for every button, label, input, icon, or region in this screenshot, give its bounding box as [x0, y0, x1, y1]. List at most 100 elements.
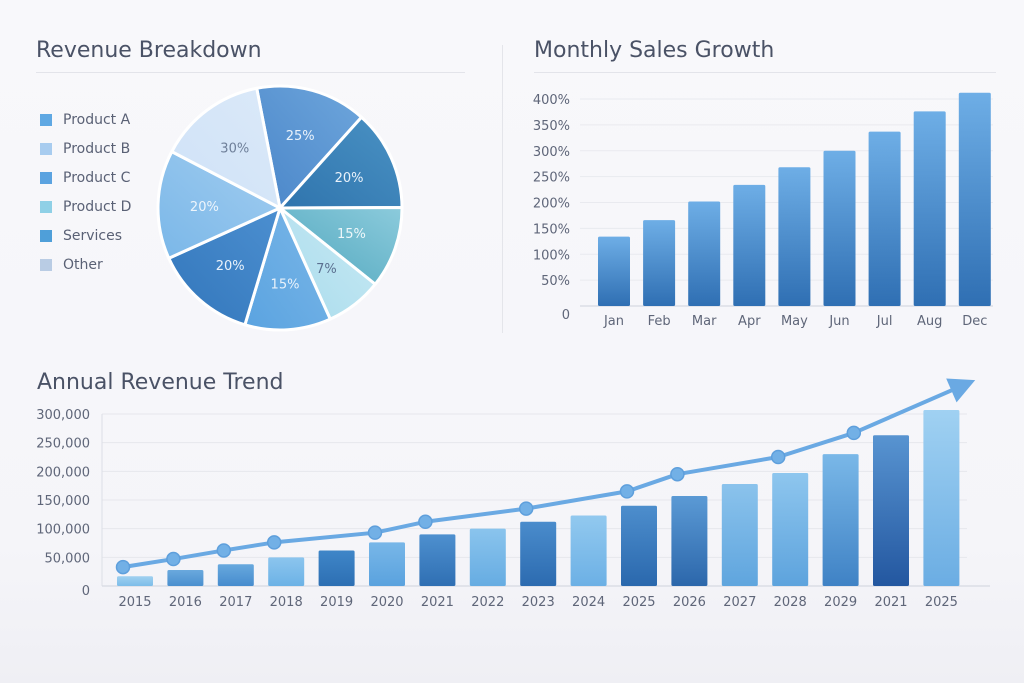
trend-point	[846, 425, 862, 441]
y-tick-label: 300,000	[36, 408, 90, 423]
pie-slice	[243, 206, 332, 332]
legend-swatch	[40, 171, 52, 184]
y-tick-label: 50%	[541, 274, 570, 289]
legend-label: Services	[63, 227, 123, 244]
bar-jul	[868, 131, 901, 306]
bar-2019-4	[318, 550, 355, 586]
y-tick-label: 300%	[533, 145, 570, 160]
bar-2025-16	[923, 409, 960, 586]
legend-label: Product B	[63, 140, 131, 157]
y-tick-label: 250,000	[36, 437, 90, 452]
bar-jun	[823, 150, 856, 306]
y-tick-label: 400%	[533, 93, 570, 108]
bar-2018-3	[268, 557, 305, 586]
bar-2029-14	[822, 454, 859, 586]
legend-item-product-d[interactable]: Product D	[40, 192, 131, 221]
bar-2020-5	[369, 542, 405, 586]
x-tick-label: Aug	[917, 314, 942, 329]
trend-point	[216, 543, 232, 558]
x-tick-label: 2024	[572, 595, 605, 610]
x-tick-label: 2022	[471, 595, 504, 610]
pie-slice-label: 20%	[190, 200, 219, 215]
legend-label: Other	[63, 256, 103, 273]
bar-2026-11	[671, 495, 708, 586]
x-tick-label: Jan	[603, 314, 624, 329]
pie-slice-label: 25%	[286, 129, 315, 144]
bar-mar	[688, 201, 721, 306]
trend-point	[770, 449, 786, 465]
legend-label: Product D	[63, 198, 132, 215]
trend-point	[518, 501, 534, 516]
bar-2022-7	[469, 528, 506, 586]
pie-slice	[278, 206, 404, 286]
pie-slice-label: 15%	[337, 227, 366, 242]
legend-item-other[interactable]: Other	[40, 250, 131, 279]
trend-line	[121, 380, 972, 570]
legend-swatch	[40, 142, 52, 155]
y-tick-label: 150%	[533, 222, 570, 237]
trend-point	[418, 514, 433, 530]
x-tick-label: Feb	[648, 314, 671, 329]
bar-2024-9	[570, 515, 607, 586]
trend-point	[367, 525, 383, 540]
pie-slice-label: 15%	[271, 277, 300, 292]
revenue-breakdown-title: Revenue Breakdown	[36, 38, 262, 63]
trend-point	[619, 484, 635, 499]
y-tick-label: 50,000	[45, 551, 91, 566]
pie-slice-label: 30%	[220, 141, 249, 156]
pie-slice-label: 7%	[316, 262, 337, 277]
x-tick-label: 2029	[824, 595, 857, 610]
legend-item-product-c[interactable]: Product C	[40, 163, 131, 192]
pie-slice	[278, 115, 404, 210]
trend-arrowhead	[946, 378, 976, 403]
bar-2021-6	[419, 534, 456, 586]
monthly-sales-rule	[534, 72, 996, 73]
x-tick-label: 2015	[118, 595, 151, 610]
y-tick-label: 100,000	[36, 523, 90, 538]
section-divider	[502, 45, 503, 333]
x-tick-label: 2021	[874, 595, 907, 610]
legend-label: Product A	[63, 111, 131, 128]
legend-item-product-b[interactable]: Product B	[40, 134, 131, 163]
legend-swatch	[40, 113, 52, 126]
y-tick-label: 350%	[533, 119, 570, 134]
x-tick-label: 2025	[925, 595, 958, 610]
x-tick-label: Mar	[692, 314, 717, 329]
x-tick-label: 2019	[320, 595, 353, 610]
x-tick-label: 2028	[774, 595, 807, 610]
x-tick-label: 2017	[219, 595, 252, 610]
x-tick-label: 2027	[723, 595, 756, 610]
y-tick-label: 100%	[533, 248, 570, 263]
pie-slice	[255, 84, 364, 210]
y-tick-label: 0	[82, 584, 90, 599]
legend-swatch	[40, 200, 52, 213]
bar-feb	[643, 220, 676, 306]
y-tick-label: 0	[562, 308, 570, 323]
bar-2028-13	[772, 473, 809, 586]
x-tick-label: 2026	[673, 595, 706, 610]
bar-2023-8	[520, 521, 557, 586]
bar-2025-10	[621, 505, 657, 586]
pie-slice	[156, 150, 282, 260]
x-tick-label: Jun	[828, 314, 849, 329]
legend-swatch	[40, 258, 52, 271]
y-tick-label: 200,000	[36, 465, 90, 480]
legend-item-product-a[interactable]: Product A	[40, 105, 131, 134]
trend-point	[670, 466, 685, 482]
bar-2017-2	[217, 564, 254, 586]
x-tick-label: 2018	[270, 595, 303, 610]
pie-slice	[167, 206, 282, 327]
bar-jan	[598, 236, 630, 306]
bar-2016-1	[167, 569, 204, 586]
trend-point	[115, 559, 131, 575]
monthly-sales-title: Monthly Sales Growth	[534, 38, 775, 63]
x-tick-label: 2025	[622, 595, 655, 610]
bar-2015-0	[117, 576, 153, 586]
bar-dec	[958, 92, 991, 306]
legend-label: Product C	[63, 169, 131, 186]
legend-item-services[interactable]: Services	[40, 221, 131, 250]
pie-slice-label: 20%	[335, 171, 364, 186]
pie-slice-label: 20%	[216, 259, 245, 274]
